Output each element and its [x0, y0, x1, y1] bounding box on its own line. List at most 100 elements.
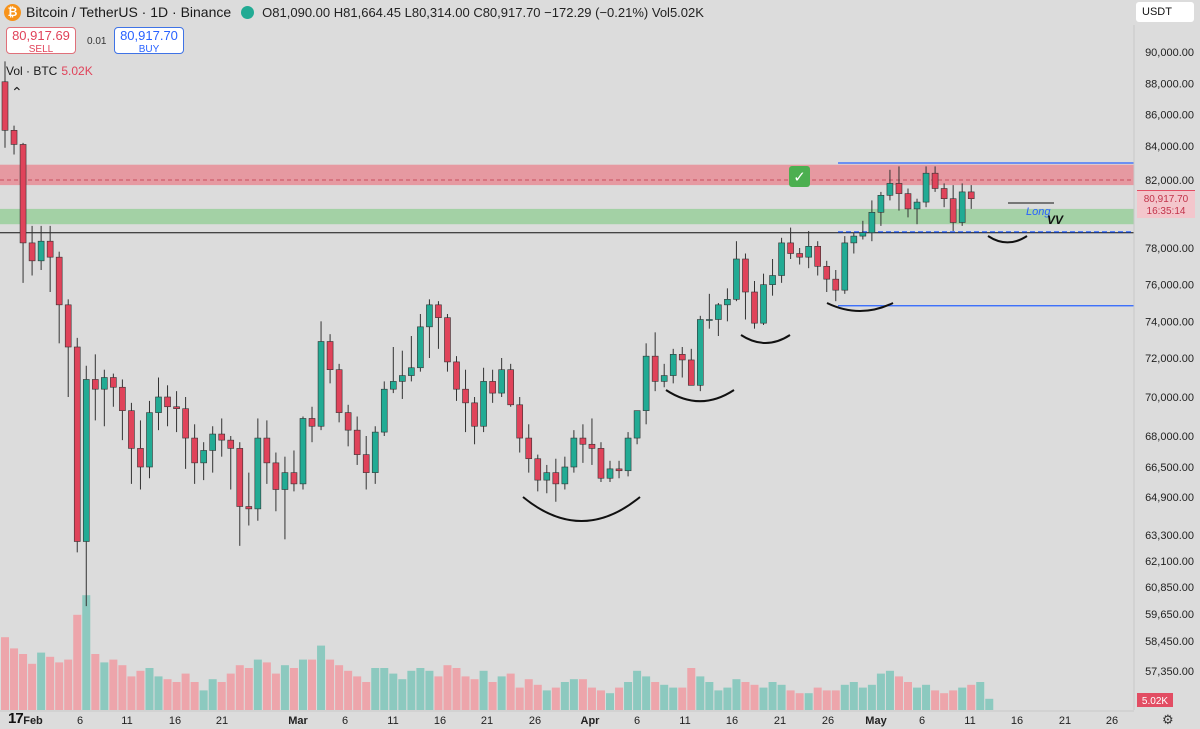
volume-bar — [913, 687, 922, 710]
time-tick-label: 11 — [387, 715, 398, 727]
candle-body — [281, 472, 289, 490]
candle-body — [317, 341, 325, 427]
candle-body — [715, 304, 722, 320]
candle-body — [633, 410, 641, 439]
candle-body — [552, 472, 560, 485]
price-tick-label: 84,000.00 — [1145, 141, 1194, 153]
time-tick-label: 16 — [726, 715, 738, 727]
candle-body — [697, 319, 704, 386]
buy-price: 80,917.70 — [120, 28, 178, 43]
ohlc-close: C80,917.70 — [473, 4, 541, 20]
volume-legend[interactable]: Vol · BTC 5.02K — [6, 64, 93, 78]
candle-body — [371, 431, 379, 473]
collapse-chevron-icon[interactable]: ⌃ — [11, 84, 23, 100]
volume-bar — [786, 690, 795, 710]
volume-bar — [19, 654, 28, 710]
candle-body — [92, 379, 99, 390]
candle-body — [832, 278, 840, 291]
volume-bar — [353, 676, 362, 710]
volume-bar — [452, 668, 461, 710]
volume-bar — [624, 682, 633, 710]
volume-bar — [578, 679, 587, 710]
buy-label: BUY — [138, 44, 160, 55]
volume-legend-value: 5.02K — [61, 64, 93, 78]
time-tick-label: Apr — [581, 715, 601, 727]
volume-bar — [55, 662, 64, 710]
price-tick-label: 88,000.00 — [1145, 78, 1194, 90]
time-tick-label: 21 — [1059, 715, 1071, 727]
candle-body — [245, 506, 253, 510]
candle-body — [579, 437, 587, 445]
candle-body — [137, 448, 144, 468]
candle-body — [615, 468, 623, 472]
spread-value: 0.01 — [87, 36, 107, 47]
time-tick-label: 26 — [529, 715, 541, 727]
candle-body — [895, 183, 903, 194]
ohlc-change: −172.29 (−0.21%) — [544, 4, 649, 20]
sell-button[interactable]: 80,917.69 SELL — [6, 27, 76, 55]
volume-bar — [967, 684, 976, 710]
price-tick-label: 62,100.00 — [1145, 556, 1194, 568]
rounded-bottom-drawing — [826, 302, 894, 312]
candle-body — [272, 462, 280, 490]
candle-body — [101, 377, 108, 390]
volume-bar — [687, 668, 696, 710]
candle-body — [742, 258, 749, 293]
time-tick-label: 21 — [216, 715, 228, 727]
candle-body — [922, 172, 930, 203]
volume-bar — [759, 687, 768, 710]
candle-body — [769, 275, 776, 285]
buy-button[interactable]: 80,917.70 BUY — [114, 27, 184, 55]
long-label: Long — [1026, 206, 1051, 218]
time-tick-label: 11 — [121, 715, 132, 727]
price-tick-label: 76,000.00 — [1145, 280, 1194, 292]
candle-body — [480, 381, 487, 427]
volume-bar — [91, 654, 100, 710]
symbol-title[interactable]: Bitcoin / TetherUS · 1D · Binance — [26, 4, 232, 20]
vv-label: VV — [1047, 213, 1064, 227]
time-tick-label: 6 — [342, 715, 348, 727]
volume-bar — [741, 682, 750, 710]
volume-bar — [949, 690, 958, 710]
resistance-zone — [0, 164, 1134, 186]
volume-bar — [750, 684, 759, 710]
volume-bar — [37, 652, 46, 710]
volume-bar — [28, 663, 37, 710]
price-tick-label: 59,650.00 — [1145, 609, 1194, 621]
price-tick-label: 57,350.00 — [1145, 666, 1194, 678]
rounded-bottom-drawing — [522, 496, 641, 522]
volume-bar — [262, 662, 271, 710]
candle-body — [787, 242, 794, 254]
candle-body — [399, 375, 406, 382]
candle-body — [344, 412, 352, 431]
candle-body — [624, 437, 632, 472]
sell-label: SELL — [28, 44, 54, 55]
volume-bar — [958, 687, 967, 710]
price-tick-label: 90,000.00 — [1145, 47, 1194, 59]
candle-body — [949, 198, 957, 223]
currency-selector[interactable]: USDT — [1136, 2, 1194, 22]
volume-bar — [596, 690, 605, 710]
candle-body — [173, 406, 180, 409]
volume-bar — [416, 668, 425, 710]
time-tick-label: May — [865, 715, 887, 727]
candle-body — [507, 369, 514, 406]
candle-body — [453, 361, 460, 390]
candle-body — [362, 454, 370, 473]
ohlc-low: L80,314.00 — [404, 4, 470, 20]
candle-body — [82, 379, 90, 542]
volume-bar — [181, 673, 190, 710]
settings-gear-icon[interactable]: ⚙ — [1162, 712, 1174, 727]
candle-body — [435, 304, 442, 318]
volume-bar — [660, 684, 669, 710]
price-tick-label: 70,000.00 — [1145, 392, 1194, 404]
candle-body — [155, 396, 162, 413]
candle-body — [913, 201, 921, 210]
volume-bar — [479, 670, 488, 710]
volume-value-tag — [1137, 693, 1173, 707]
volume-bar — [407, 670, 416, 710]
time-tick-label: 11 — [964, 715, 975, 727]
ohlc-high: H81,664.45 — [333, 4, 401, 20]
volume-bar — [651, 682, 660, 710]
